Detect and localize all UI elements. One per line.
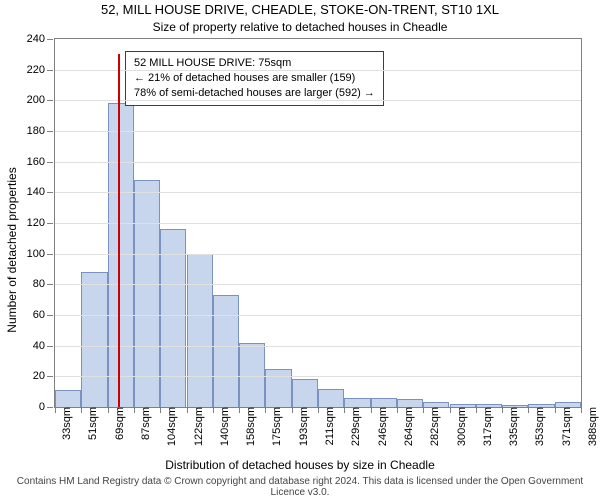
x-tick-label: 264sqm <box>395 407 415 446</box>
info-line-3: 78% of semi-detached houses are larger (… <box>134 86 375 101</box>
x-tick-label: 246sqm <box>369 407 389 446</box>
x-tick-label: 317sqm <box>474 407 494 446</box>
y-gridline <box>55 376 581 377</box>
x-tick-label: 104sqm <box>158 407 178 446</box>
y-tick-label: 120 <box>27 217 55 229</box>
y-tick-label: 60 <box>33 309 55 321</box>
info-box: 52 MILL HOUSE DRIVE: 75sqm ← 21% of deta… <box>125 51 384 106</box>
y-tick-label: 80 <box>33 278 55 290</box>
histogram-bar <box>371 398 397 407</box>
histogram-bar <box>239 343 265 407</box>
y-gridline <box>55 315 581 316</box>
x-tick-label: 388sqm <box>579 407 599 446</box>
info-line-2: ← 21% of detached houses are smaller (15… <box>134 71 375 86</box>
histogram-bar <box>55 390 81 407</box>
x-tick-label: 229sqm <box>342 407 362 446</box>
histogram-bar <box>134 180 160 407</box>
y-gridline <box>55 70 581 71</box>
y-axis-label: Number of detached properties <box>5 167 19 332</box>
x-tick-label: 158sqm <box>237 407 257 446</box>
histogram-bar <box>108 103 134 407</box>
chart-title: 52, MILL HOUSE DRIVE, CHEADLE, STOKE-ON-… <box>0 2 600 17</box>
x-tick-label: 69sqm <box>106 407 126 440</box>
histogram-bar <box>187 254 213 407</box>
y-gridline <box>55 162 581 163</box>
x-tick-label: 140sqm <box>211 407 231 446</box>
histogram-bar <box>397 399 423 407</box>
histogram-bar <box>213 295 239 407</box>
x-tick-label: 300sqm <box>448 407 468 446</box>
y-tick-label: 180 <box>27 125 55 137</box>
x-tick-label: 175sqm <box>263 407 283 446</box>
x-axis-label: Distribution of detached houses by size … <box>0 458 600 472</box>
y-tick-label: 140 <box>27 186 55 198</box>
histogram-bar <box>160 229 186 407</box>
y-gridline <box>55 100 581 101</box>
y-gridline <box>55 131 581 132</box>
y-gridline <box>55 223 581 224</box>
y-tick-label: 220 <box>27 64 55 76</box>
histogram-bar <box>265 369 291 407</box>
y-gridline <box>55 284 581 285</box>
y-tick-label: 100 <box>27 248 55 260</box>
x-tick-label: 87sqm <box>132 407 152 440</box>
x-tick-label: 335sqm <box>500 407 520 446</box>
histogram-bar <box>292 379 318 407</box>
y-tick-label: 240 <box>27 33 55 45</box>
y-gridline <box>55 346 581 347</box>
y-gridline <box>55 254 581 255</box>
x-tick-label: 371sqm <box>553 407 573 446</box>
y-tick-label: 200 <box>27 94 55 106</box>
info-line-1: 52 MILL HOUSE DRIVE: 75sqm <box>134 56 375 71</box>
x-tick-label: 211sqm <box>316 407 336 445</box>
y-tick-label: 160 <box>27 156 55 168</box>
histogram-bar <box>318 389 344 407</box>
x-tick-label: 33sqm <box>53 407 73 440</box>
histogram-bar <box>344 398 370 407</box>
plot-area: 52 MILL HOUSE DRIVE: 75sqm ← 21% of deta… <box>54 38 582 408</box>
x-tick-label: 51sqm <box>79 407 99 440</box>
x-tick-label: 353sqm <box>526 407 546 446</box>
x-tick-label: 122sqm <box>185 407 205 446</box>
y-tick-label: 40 <box>33 340 55 352</box>
y-gridline <box>55 192 581 193</box>
histogram-bar <box>81 272 107 407</box>
property-marker-line <box>118 54 120 407</box>
y-tick-label: 20 <box>33 370 55 382</box>
x-tick-label: 282sqm <box>421 407 441 446</box>
chart-subtitle: Size of property relative to detached ho… <box>0 20 600 34</box>
x-tick-label: 193sqm <box>290 407 310 446</box>
footer-attribution: Contains HM Land Registry data © Crown c… <box>0 476 600 498</box>
